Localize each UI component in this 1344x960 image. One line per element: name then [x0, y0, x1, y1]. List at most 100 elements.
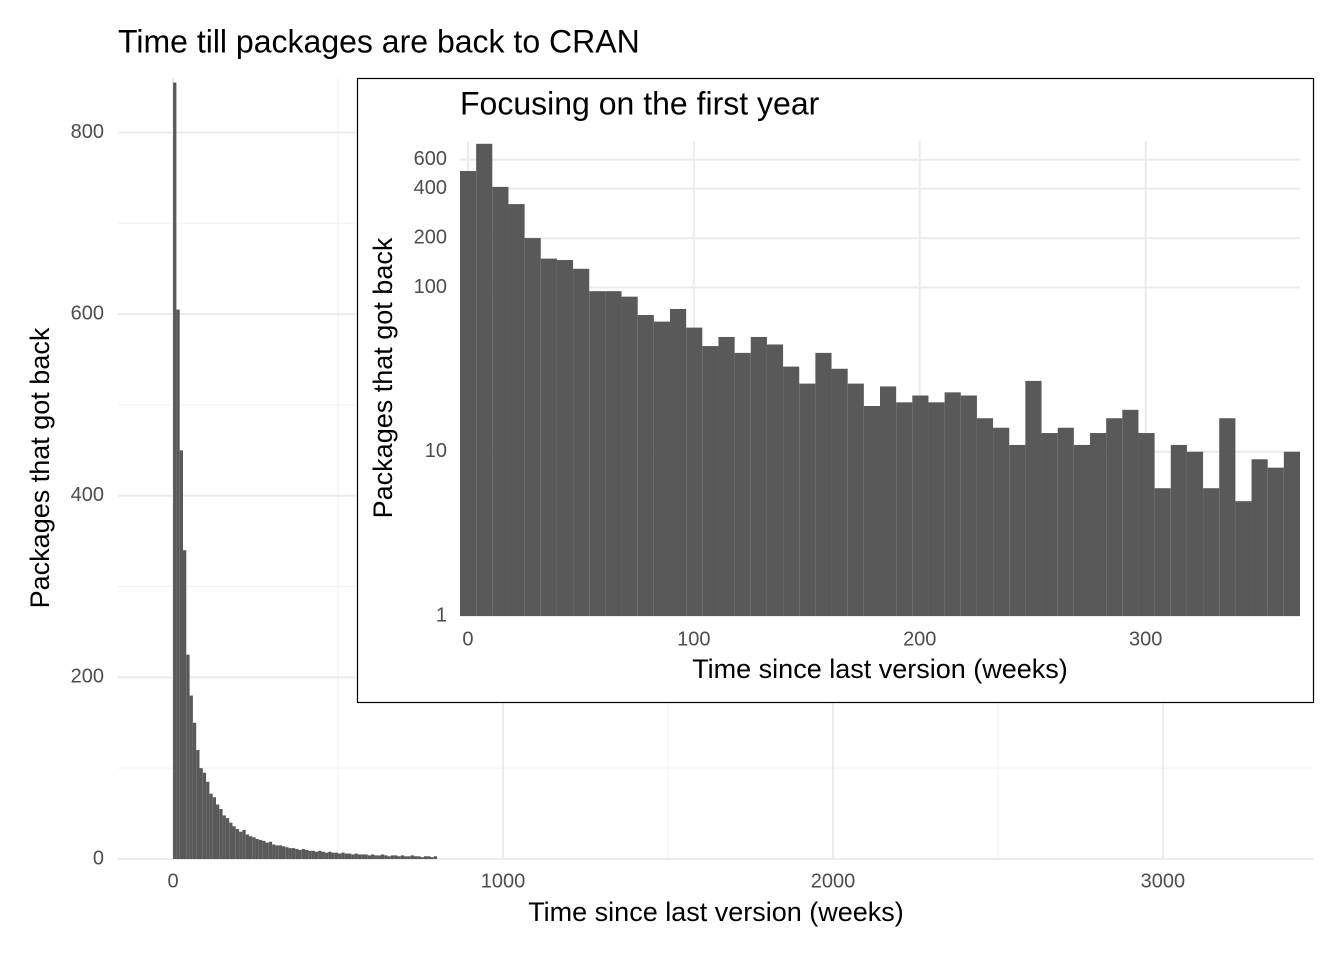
bar — [380, 854, 385, 859]
bar — [232, 826, 236, 859]
bar — [374, 855, 378, 859]
bar — [460, 171, 477, 616]
bar — [400, 855, 405, 859]
bar — [278, 845, 282, 859]
bar — [476, 143, 493, 616]
bar — [281, 846, 286, 859]
bar — [1138, 433, 1155, 616]
x-axis-label: Time since last version (weeks) — [692, 654, 1068, 684]
bar — [413, 856, 418, 859]
bar — [390, 855, 395, 859]
x-tick-label: 200 — [903, 628, 936, 650]
bar — [179, 450, 183, 859]
bar — [258, 839, 263, 859]
bar — [308, 850, 312, 859]
bar — [219, 809, 223, 859]
y-tick-label: 200 — [71, 666, 104, 688]
bar — [407, 856, 411, 859]
bar — [863, 405, 880, 616]
bar — [341, 852, 345, 859]
bar — [605, 291, 622, 616]
bar — [1186, 451, 1204, 616]
bar — [196, 750, 200, 859]
bar — [508, 204, 525, 617]
bar — [492, 186, 509, 617]
bar — [1251, 459, 1268, 616]
bar — [573, 268, 590, 616]
inset-chart: 1 10 100 200 400 600 0 100 200 300 Focusing on the… — [368, 85, 1300, 684]
bar — [734, 352, 751, 616]
bar — [430, 857, 434, 859]
bar — [815, 352, 832, 616]
y-tick-label: 400 — [414, 177, 447, 199]
bar — [944, 392, 961, 616]
y-tick-label: 100 — [414, 276, 447, 298]
bar — [1122, 409, 1139, 616]
bar — [976, 418, 994, 616]
y-tick-label: 0 — [93, 847, 104, 869]
bar — [404, 856, 408, 859]
bar — [371, 854, 375, 859]
bar — [242, 829, 246, 859]
bar — [351, 854, 355, 859]
y-tick-label: 600 — [71, 302, 104, 324]
bar — [367, 855, 372, 859]
bar — [298, 849, 302, 859]
bar — [1057, 427, 1074, 616]
bar — [1090, 433, 1107, 616]
bar — [896, 402, 913, 616]
bar — [255, 839, 259, 859]
bar — [212, 797, 216, 859]
y-tick-label: 200 — [414, 226, 447, 248]
x-tick-label: 2000 — [811, 870, 856, 892]
bar — [357, 854, 362, 859]
y-tick-label: 1 — [436, 604, 447, 626]
bar — [1041, 433, 1058, 616]
bar — [275, 845, 279, 859]
bar — [291, 848, 296, 859]
x-tick-label: 0 — [462, 628, 473, 650]
bar — [1009, 444, 1026, 616]
bar — [912, 395, 929, 616]
bar — [1283, 451, 1300, 616]
bar — [766, 344, 784, 616]
bar — [621, 296, 638, 616]
bar — [192, 722, 197, 859]
bar — [311, 850, 315, 859]
bar — [354, 853, 358, 859]
bar — [182, 550, 187, 859]
x-tick-label: 3000 — [1141, 870, 1186, 892]
bar — [314, 851, 319, 859]
bar — [397, 856, 401, 859]
bar — [384, 855, 388, 859]
bar — [364, 854, 368, 859]
bar — [229, 822, 233, 859]
bar — [189, 695, 193, 859]
bar — [702, 346, 719, 616]
bar — [1154, 488, 1171, 616]
bar — [239, 831, 243, 859]
bar — [686, 327, 703, 616]
bar — [285, 847, 289, 859]
bar — [347, 853, 352, 859]
bar — [225, 818, 230, 859]
bar — [831, 368, 848, 616]
bar — [288, 848, 292, 859]
bar — [433, 856, 438, 859]
bar — [334, 852, 339, 859]
bar — [331, 852, 335, 859]
bar — [847, 383, 864, 616]
bar — [1235, 501, 1252, 616]
bar — [248, 836, 253, 859]
bar — [1219, 418, 1236, 616]
chart-title: Focusing on the first year — [460, 85, 820, 121]
bar — [202, 772, 207, 859]
x-axis-label: Time since last version (weeks) — [528, 897, 904, 927]
bar — [589, 291, 606, 616]
bar — [206, 781, 210, 859]
bar — [423, 856, 428, 859]
bar — [1025, 380, 1042, 616]
y-tick-label: 600 — [414, 148, 447, 170]
bar — [427, 856, 431, 859]
